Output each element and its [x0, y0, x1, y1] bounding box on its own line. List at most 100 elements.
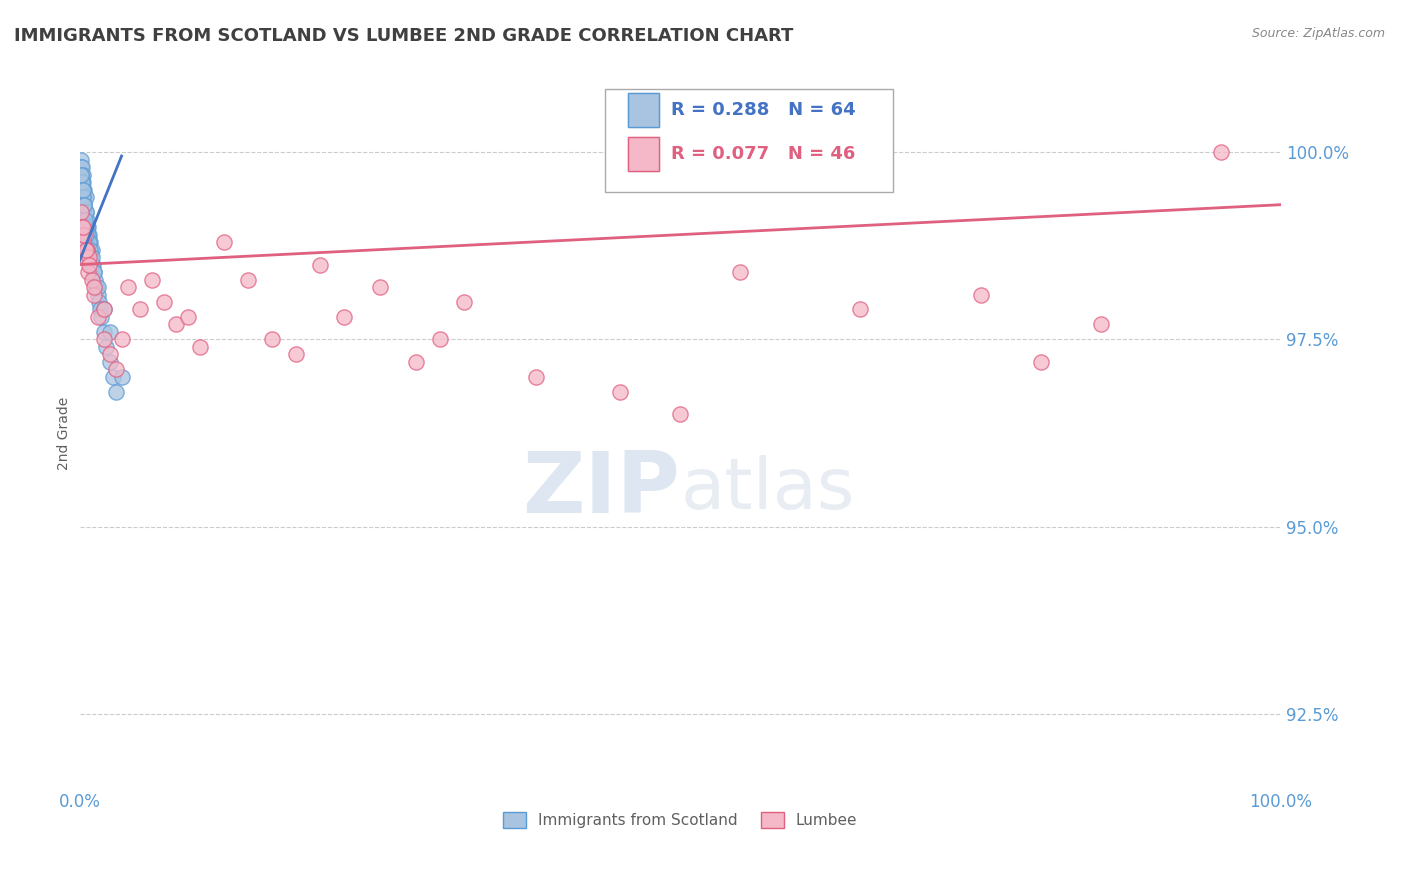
Point [69, 153, 91, 167]
Point [69, 161, 91, 175]
Point [98, 325, 121, 339]
Point [83, 287, 105, 301]
Point [72, 190, 94, 204]
Point [72, 183, 94, 197]
Point [969, 287, 991, 301]
Point [70, 161, 93, 175]
Point [83, 265, 105, 279]
Point [79, 235, 101, 249]
Text: ZIP: ZIP [523, 449, 681, 532]
Point [89, 302, 111, 317]
Point [165, 318, 187, 332]
Point [70, 220, 93, 235]
Point [77, 258, 100, 272]
Point [79, 243, 101, 257]
Point [77, 250, 100, 264]
Point [75, 220, 97, 235]
Point [76, 243, 98, 257]
Point [152, 295, 174, 310]
Point [86, 310, 108, 324]
Point [73, 212, 96, 227]
Point [72, 220, 94, 235]
Point [72, 175, 94, 189]
Point [94, 340, 117, 354]
Point [849, 302, 872, 317]
Point [72, 190, 94, 204]
Point [73, 183, 96, 197]
Point [70, 175, 93, 189]
Point [212, 235, 235, 249]
Point [76, 243, 98, 257]
Point [75, 227, 97, 242]
Point [98, 347, 121, 361]
Point [86, 280, 108, 294]
Point [87, 295, 110, 310]
Y-axis label: 2nd Grade: 2nd Grade [58, 396, 72, 469]
Point [524, 369, 547, 384]
Point [117, 280, 139, 294]
Point [75, 205, 97, 219]
Point [101, 369, 124, 384]
Point [77, 235, 100, 249]
Point [1029, 355, 1052, 369]
Point [75, 243, 97, 257]
Point [80, 258, 103, 272]
Point [70, 168, 93, 182]
Point [70, 168, 93, 182]
Point [75, 205, 97, 219]
Point [1090, 318, 1112, 332]
Point [76, 227, 98, 242]
Point [83, 280, 105, 294]
Point [72, 197, 94, 211]
Point [76, 220, 98, 235]
Point [77, 243, 100, 257]
Point [79, 250, 101, 264]
Point [93, 325, 115, 339]
Point [70, 183, 93, 197]
Point [86, 280, 108, 294]
Point [73, 227, 96, 242]
Point [77, 235, 100, 249]
Point [104, 384, 127, 399]
Text: atlas: atlas [681, 456, 855, 524]
Point [77, 227, 100, 242]
Point [80, 272, 103, 286]
Point [609, 384, 631, 399]
Text: IMMIGRANTS FROM SCOTLAND VS LUMBEE 2ND GRADE CORRELATION CHART: IMMIGRANTS FROM SCOTLAND VS LUMBEE 2ND G… [14, 27, 793, 45]
Point [188, 340, 211, 354]
Point [76, 212, 98, 227]
Point [333, 310, 356, 324]
Point [77, 220, 100, 235]
Point [73, 197, 96, 211]
Point [669, 407, 692, 421]
Point [82, 258, 104, 272]
Point [93, 302, 115, 317]
Point [98, 355, 121, 369]
Text: R = 0.077   N = 46: R = 0.077 N = 46 [671, 145, 855, 163]
Point [110, 333, 132, 347]
Point [70, 175, 93, 189]
Point [308, 258, 330, 272]
Text: Source: ZipAtlas.com: Source: ZipAtlas.com [1251, 27, 1385, 40]
Point [72, 235, 94, 249]
Point [176, 310, 198, 324]
Point [453, 295, 475, 310]
Point [93, 333, 115, 347]
Point [73, 197, 96, 211]
Point [73, 190, 96, 204]
Point [93, 302, 115, 317]
Point [80, 243, 103, 257]
Point [84, 272, 107, 286]
Point [83, 265, 105, 279]
Point [128, 302, 150, 317]
Point [69, 168, 91, 182]
Point [72, 183, 94, 197]
Point [730, 265, 752, 279]
Point [260, 333, 283, 347]
Point [284, 347, 307, 361]
Point [90, 310, 112, 324]
Legend: Immigrants from Scotland, Lumbee: Immigrants from Scotland, Lumbee [496, 806, 863, 834]
Point [141, 272, 163, 286]
Point [69, 205, 91, 219]
Point [236, 272, 259, 286]
